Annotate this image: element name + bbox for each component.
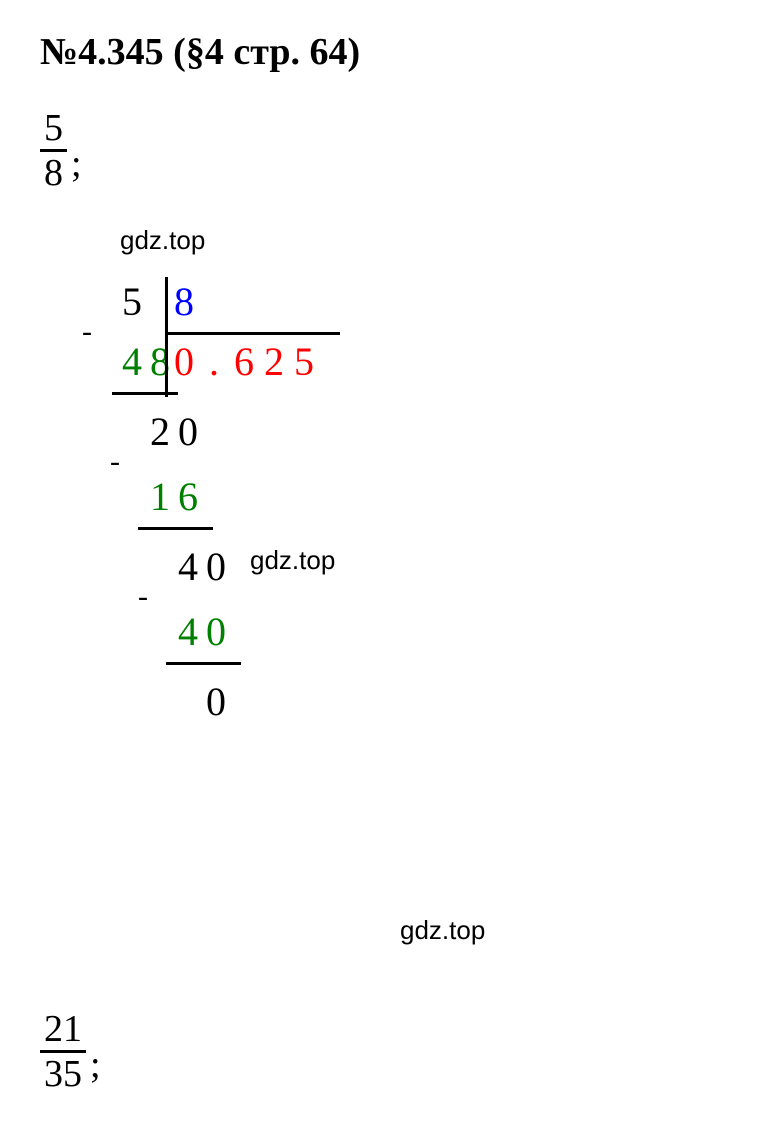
semicolon-2: ; (90, 1043, 101, 1087)
watermark-1: gdz.top (120, 225, 205, 256)
minus-2: - (110, 447, 120, 477)
watermark-2: gdz.top (250, 545, 335, 576)
step2-val-1: 2 (146, 412, 174, 452)
step3-val-2: 0 (202, 547, 230, 587)
fraction-2-row: 21 35 ; (40, 1010, 101, 1103)
watermark-3: gdz.top (400, 915, 485, 946)
hline-3 (166, 662, 241, 665)
fraction-2: 21 35 (40, 1010, 86, 1093)
step2-sub-1: 1 (146, 477, 174, 517)
divisor-digit: 8 (170, 282, 198, 322)
quotient-dot: . (200, 342, 228, 382)
page-title: №4.345 (§4 стр. 64) (40, 30, 727, 74)
step3-sub-2: 0 (202, 612, 230, 652)
division-vline (165, 277, 168, 397)
quotient-2: 2 (260, 342, 288, 382)
quotient-0: 0 (170, 342, 198, 382)
quotient-6: 6 (230, 342, 258, 382)
fraction-1-row: 5 8 ; (40, 109, 727, 192)
step1-sub-1: 4 (118, 342, 146, 382)
minus-1: - (82, 317, 92, 347)
fraction-2-numerator: 21 (40, 1010, 86, 1048)
dividend-digit: 5 (118, 282, 146, 322)
step2-sub-2: 6 (174, 477, 202, 517)
fraction-1-denominator: 8 (40, 154, 67, 192)
long-division: 5 8 - 4 8 0 . 6 2 5 2 0 - 1 6 4 0 - 4 0 … (90, 282, 727, 862)
step3-sub-1: 4 (174, 612, 202, 652)
hline-1 (112, 392, 178, 395)
step3-val-1: 4 (174, 547, 202, 587)
quotient-5: 5 (290, 342, 318, 382)
remainder: 0 (202, 682, 230, 722)
division-hline-top (165, 332, 340, 335)
fraction-1: 5 8 (40, 109, 67, 192)
semicolon-1: ; (71, 142, 82, 186)
fraction-2-denominator: 35 (40, 1055, 86, 1093)
step2-val-2: 0 (174, 412, 202, 452)
fraction-1-numerator: 5 (40, 109, 67, 147)
hline-2 (138, 527, 213, 530)
minus-3: - (138, 582, 148, 612)
